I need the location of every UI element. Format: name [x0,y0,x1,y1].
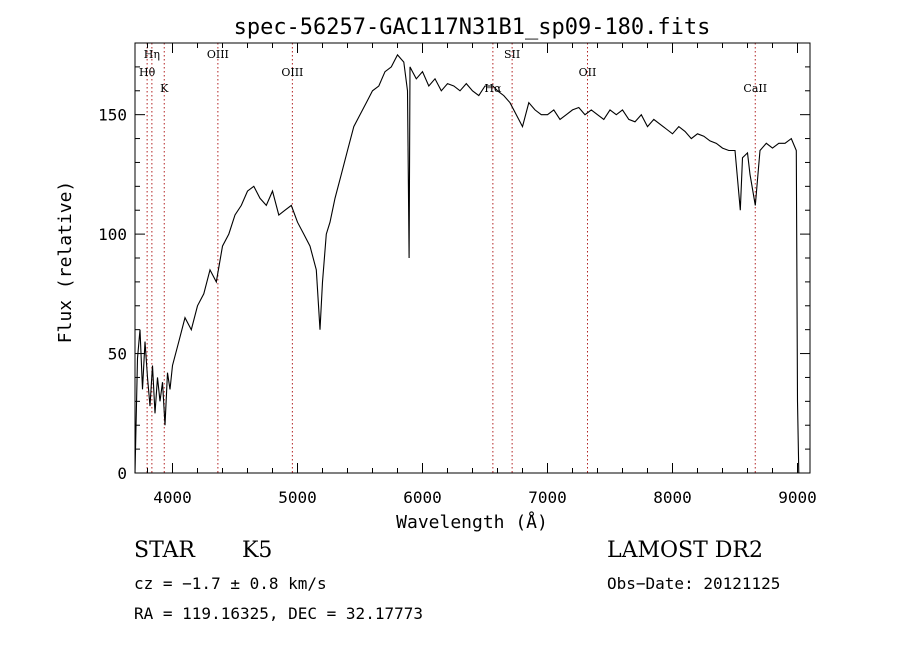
y-axis: 0 50 100 150 [98,66,810,483]
x-axis: 4000 5000 6000 7000 8000 9000 [147,43,817,507]
x-tick-label: 8000 [653,488,692,507]
spectrum-line [134,53,800,474]
emission-line-label: OII [579,66,597,79]
y-tick-label: 0 [117,464,127,483]
object-class: STAR [134,538,195,563]
spectral-subclass: K5 [242,538,273,563]
emission-line-label: CaII [743,82,767,95]
observation-date: Obs−Date: 20121125 [607,574,781,593]
redshift-value: cz = −1.7 ± 0.8 km/s [134,574,327,593]
x-tick-label: 9000 [778,488,817,507]
emission-line-label: K [160,82,169,95]
x-axis-label: Wavelength (Å) [396,511,548,533]
y-tick-label: 50 [108,345,127,364]
chart-title: spec-56257-GAC117N31B1_sp09-180.fits [234,15,711,40]
y-axis-label: Flux (relative) [55,181,76,344]
emission-line-label: Hα [484,82,502,95]
plot-frame [134,42,811,474]
y-tick-label: 100 [98,225,127,244]
x-tick-label: 7000 [528,488,567,507]
emission-line-label: SII [504,48,520,61]
sky-coordinates: RA = 119.16325, DEC = 32.17773 [134,604,423,623]
y-tick-label: 150 [98,106,127,125]
x-tick-label: 4000 [153,488,192,507]
x-tick-label: 5000 [278,488,317,507]
x-tick-label: 6000 [403,488,442,507]
emission-line-markers: Hη Hθ K OIII OIII Hα SII OII CaII [139,43,767,473]
emission-line-label: OIII [207,48,229,61]
survey-name: LAMOST DR2 [607,538,763,563]
emission-line-label: Hη [144,48,160,61]
emission-line-label: Hθ [139,66,156,79]
emission-line-label: OIII [281,66,303,79]
